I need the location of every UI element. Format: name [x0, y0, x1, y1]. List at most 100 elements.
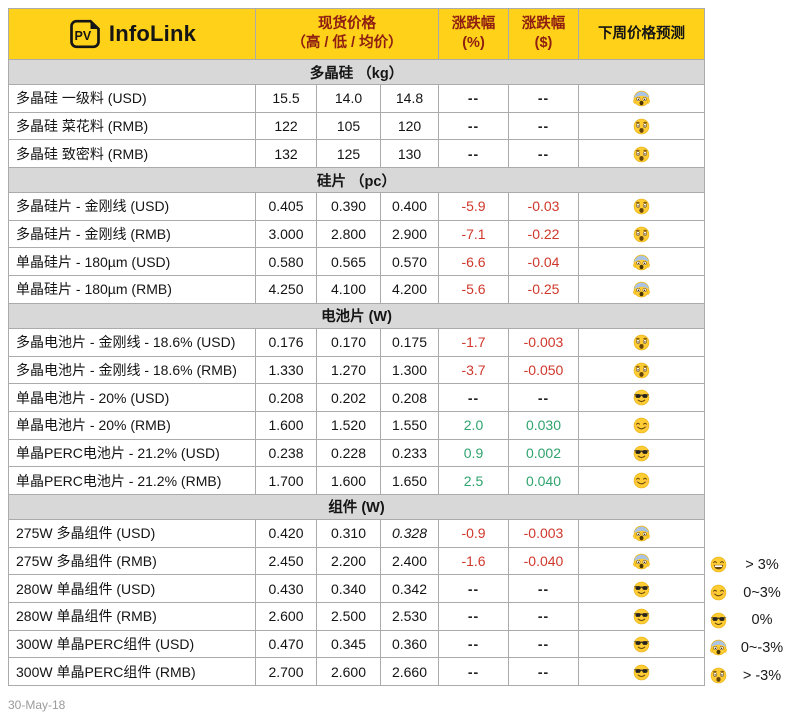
price-avg: 2.530 — [380, 602, 439, 631]
change-dollar: -0.003 — [508, 327, 579, 357]
section-header-row: 多晶硅 （kg） — [8, 59, 705, 85]
forecast-cell — [578, 466, 705, 495]
legend-label: > -3% — [742, 667, 782, 684]
price-high: 122 — [255, 111, 317, 141]
table-row: 275W 多晶组件 (RMB) 2.450 2.200 2.400 -1.6 -0.040 — [8, 546, 705, 576]
spot-price-line2: （高 / 低 / 均价） — [291, 35, 403, 51]
change-usd-line2: ($) — [534, 35, 553, 51]
product-name: 275W 多晶组件 (USD) — [8, 518, 256, 548]
forecast-cell — [578, 629, 705, 659]
section-header: 电池片 (W) — [8, 302, 705, 329]
price-high: 1.330 — [255, 355, 317, 385]
col-header-spot-price: 现货价格 （高 / 低 / 均价） — [255, 8, 439, 60]
forecast-cell — [578, 275, 705, 304]
table-header-row: PV InfoLink 现货价格 （高 / 低 / 均价） 涨跌幅 (%) 涨跌… — [8, 8, 705, 60]
change-usd-line1: 涨跌幅 — [521, 16, 566, 33]
product-name: 多晶硅片 - 金刚线 (USD) — [8, 192, 256, 221]
astonished-emoji-icon — [633, 334, 650, 351]
product-name: 单晶PERC电池片 - 21.2% (RMB) — [8, 466, 256, 495]
scream-emoji-icon — [633, 90, 650, 107]
legend-label: 0~3% — [743, 584, 781, 601]
section-header-row: 组件 (W) — [8, 493, 705, 520]
price-high: 0.176 — [255, 327, 317, 357]
legend-item: > 3% — [710, 551, 789, 579]
price-low: 2.500 — [316, 602, 381, 631]
price-low: 0.202 — [316, 383, 381, 412]
price-high: 0.420 — [255, 518, 317, 548]
table-row: 多晶硅 菜花料 (RMB) 122 105 120 -- -- — [8, 111, 705, 141]
product-name: 多晶电池片 - 金刚线 - 18.6% (RMB) — [8, 355, 256, 385]
table-row: 单晶PERC电池片 - 21.2% (USD) 0.238 0.228 0.233 0.… — [8, 438, 705, 468]
price-low: 1.270 — [316, 355, 381, 385]
product-name: 单晶硅片 - 180µm (USD) — [8, 247, 256, 277]
price-high: 0.430 — [255, 574, 317, 603]
change-dollar: 0.030 — [508, 410, 579, 440]
change-dollar: -0.04 — [508, 247, 579, 277]
table-row: 300W 单晶PERC组件 (USD) 0.470 0.345 0.360 -- -- — [8, 629, 705, 659]
table-row: 多晶电池片 - 金刚线 - 18.6% (USD) 0.176 0.170 0.175… — [8, 327, 705, 357]
price-avg: 0.570 — [380, 247, 439, 277]
forecast-cell — [578, 327, 705, 357]
product-name: 280W 单晶组件 (USD) — [8, 574, 256, 603]
logo-pv-text: PV — [74, 29, 91, 43]
forecast-cell — [578, 219, 705, 249]
price-high: 0.208 — [255, 383, 317, 412]
sunglasses-emoji-icon — [633, 445, 650, 462]
price-low: 14.0 — [316, 84, 381, 113]
legend-item: 0~3% — [710, 579, 789, 607]
forecast-cell — [578, 657, 705, 687]
legend-label: 0~-3% — [740, 639, 784, 656]
change-dollar: -- — [508, 657, 579, 687]
table-row: 多晶硅 致密料 (RMB) 132 125 130 -- -- — [8, 139, 705, 169]
sunglasses-emoji-icon — [633, 390, 650, 406]
change-percent: -- — [438, 84, 509, 113]
price-low: 0.170 — [316, 327, 381, 357]
legend-label: 0% — [751, 612, 773, 629]
change-percent: 0.9 — [438, 438, 509, 468]
table-row: 多晶硅片 - 金刚线 (RMB) 3.000 2.800 2.900 -7.1 -0.22 — [8, 219, 705, 249]
change-percent: -1.7 — [438, 327, 509, 357]
price-high: 0.405 — [255, 192, 317, 221]
legend-item: 0% — [710, 606, 789, 634]
price-avg: 2.400 — [380, 546, 439, 576]
change-percent: -5.9 — [438, 192, 509, 221]
price-table: PV InfoLink 现货价格 （高 / 低 / 均价） 涨跌幅 (%) 涨跌… — [8, 8, 705, 687]
price-high: 0.470 — [255, 629, 317, 659]
change-percent: -7.1 — [438, 219, 509, 249]
astonished-emoji-icon — [633, 199, 650, 215]
price-avg: 14.8 — [380, 84, 439, 113]
price-avg: 0.175 — [380, 327, 439, 357]
forecast-cell — [578, 546, 705, 576]
price-high: 1.600 — [255, 410, 317, 440]
legend-label: > 3% — [745, 556, 779, 573]
table-row: 单晶PERC电池片 - 21.2% (RMB) 1.700 1.600 1.650 2.… — [8, 466, 705, 495]
price-low: 2.800 — [316, 219, 381, 249]
price-avg: 1.550 — [380, 410, 439, 440]
price-high: 2.450 — [255, 546, 317, 576]
forecast-cell — [578, 111, 705, 141]
change-dollar: -- — [508, 84, 579, 113]
price-low: 0.340 — [316, 574, 381, 603]
change-dollar: -0.040 — [508, 546, 579, 576]
change-percent: -1.6 — [438, 546, 509, 576]
table-row: 单晶电池片 - 20% (USD) 0.208 0.202 0.208 -- -- — [8, 383, 705, 412]
change-percent: -- — [438, 383, 509, 412]
forecast-cell — [578, 410, 705, 440]
price-high: 1.700 — [255, 466, 317, 495]
scream-emoji-icon — [633, 553, 650, 570]
pv-infolink-logo: PV InfoLink — [10, 19, 255, 49]
price-low: 0.390 — [316, 192, 381, 221]
product-name: 多晶硅片 - 金刚线 (RMB) — [8, 219, 256, 249]
product-name: 多晶硅 菜花料 (RMB) — [8, 111, 256, 141]
astonished-emoji-icon — [710, 667, 727, 684]
sunglasses-emoji-icon — [633, 636, 650, 653]
astonished-emoji-icon — [633, 226, 650, 243]
change-percent: -- — [438, 574, 509, 603]
change-dollar: -- — [508, 383, 579, 412]
price-avg: 120 — [380, 111, 439, 141]
forecast-cell — [578, 518, 705, 548]
col-header-change-usd: 涨跌幅 ($) — [508, 8, 579, 60]
price-low: 0.310 — [316, 518, 381, 548]
product-name: 多晶硅 致密料 (RMB) — [8, 139, 256, 169]
section-header: 组件 (W) — [8, 493, 705, 520]
